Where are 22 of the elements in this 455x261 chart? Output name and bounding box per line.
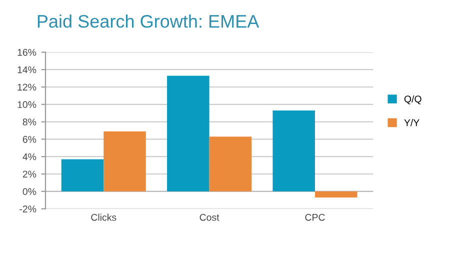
legend-label: Y/Y: [404, 119, 420, 126]
y-tick-label: 2%: [22, 170, 36, 178]
y-tick-label: 16%: [18, 48, 36, 56]
chart-title: Paid Search Growth: EMEA: [38, 14, 260, 28]
y-tick-label: -2%: [20, 206, 36, 212]
y-tick-label: 8%: [22, 118, 36, 126]
x-tick-label: CPC: [305, 214, 325, 221]
y-tick-label: 6%: [22, 136, 36, 143]
bar: [61, 159, 104, 192]
y-tick-label: 12%: [18, 84, 36, 91]
y-tick-label: 0%: [22, 188, 36, 196]
y-tick-label: 10%: [18, 101, 36, 108]
bar: [314, 191, 358, 198]
bar: [104, 131, 146, 192]
bar: [209, 136, 252, 192]
y-tick-label: 4%: [22, 153, 36, 160]
x-tick-label: Clicks: [91, 214, 116, 221]
x-tick-label: Cost: [200, 214, 220, 221]
legend-label: Q/Q: [404, 95, 422, 104]
bar: [272, 110, 315, 192]
y-tick-label: 14%: [18, 66, 36, 74]
bar: [167, 76, 210, 192]
